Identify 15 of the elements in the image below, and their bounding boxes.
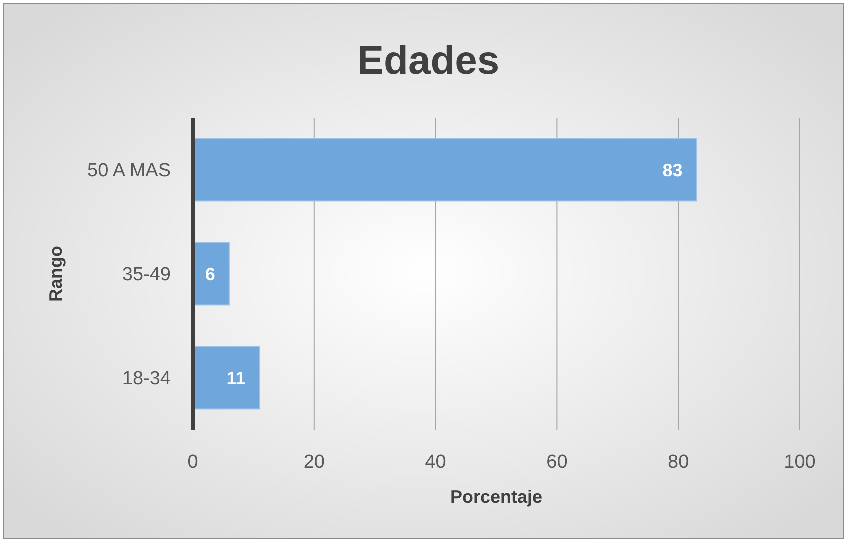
data-label: 6	[205, 264, 216, 284]
x-tick-label: 60	[546, 452, 568, 473]
data-label: 83	[662, 160, 683, 180]
x-tick-label: 0	[188, 452, 198, 473]
chart-title: Edades	[357, 39, 500, 83]
x-tick-label: 80	[668, 452, 690, 473]
y-tick-label: 50 A MAS	[88, 160, 171, 182]
x-tick-label: 40	[425, 452, 446, 473]
y-tick-label: 18-34	[122, 368, 172, 390]
y-axis-title: Rango	[46, 246, 66, 302]
data-label: 11	[226, 368, 246, 388]
x-tick-label: 100	[784, 452, 816, 473]
y-tick-label: 35-49	[122, 264, 171, 286]
x-axis-title: Porcentaje	[450, 487, 543, 507]
x-tick-label: 20	[304, 452, 325, 473]
